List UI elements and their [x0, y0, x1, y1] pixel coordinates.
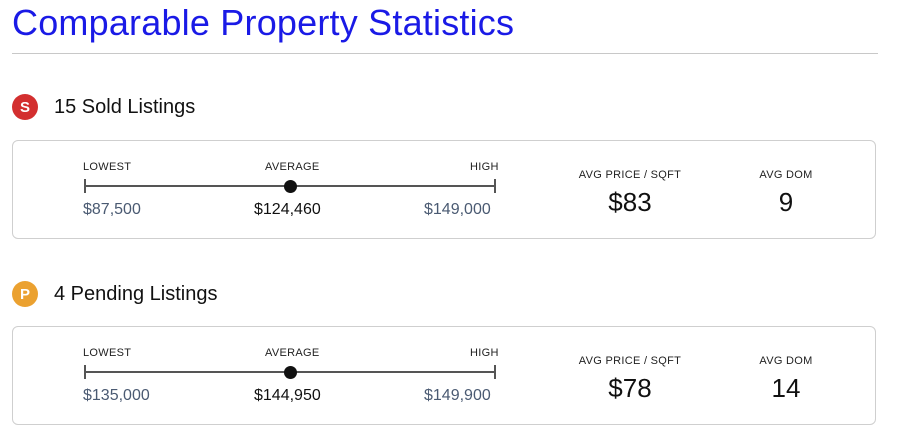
- range-low-tick: [84, 365, 86, 379]
- average-label: AVERAGE: [265, 347, 320, 359]
- average-marker: [284, 366, 297, 379]
- high-label: HIGH: [470, 347, 499, 359]
- range-high-tick: [494, 365, 496, 379]
- sold-section-header: S 15 Sold Listings: [12, 93, 195, 121]
- avg-dom-label: AVG DOM: [759, 355, 813, 367]
- high-label: HIGH: [470, 161, 499, 173]
- title-divider: [12, 53, 878, 54]
- avg-price-sqft-value: $78: [608, 373, 652, 403]
- high-price: $149,900: [424, 387, 491, 404]
- average-price: $144,950: [254, 387, 321, 404]
- pending-badge-icon: P: [12, 281, 38, 307]
- avg-dom-value: 14: [771, 373, 801, 403]
- range-high-tick: [494, 179, 496, 193]
- sold-listings-label: 15 Sold Listings: [54, 95, 196, 118]
- avg-price-sqft-value: $83: [608, 187, 652, 217]
- average-price: $124,460: [254, 201, 321, 218]
- average-label: AVERAGE: [265, 161, 320, 173]
- avg-price-sqft-label: AVG PRICE / SQFT: [578, 169, 682, 181]
- avg-dom-label: AVG DOM: [759, 169, 813, 181]
- avg-dom-value: 9: [778, 187, 794, 217]
- average-marker: [284, 180, 297, 193]
- high-price: $149,000: [424, 201, 491, 218]
- lowest-price: $87,500: [83, 201, 141, 218]
- range-low-tick: [84, 179, 86, 193]
- lowest-price: $135,000: [83, 387, 150, 404]
- sold-stats-card: LOWEST AVERAGE HIGH $87,500 $124,460 $14…: [12, 140, 876, 239]
- sold-badge-icon: S: [12, 94, 38, 120]
- pending-listings-label: 4 Pending Listings: [54, 282, 218, 305]
- lowest-label: LOWEST: [83, 161, 132, 173]
- pending-stats-card: LOWEST AVERAGE HIGH $135,000 $144,950 $1…: [12, 326, 876, 425]
- page-title: Comparable Property Statistics: [12, 2, 515, 43]
- avg-price-sqft-label: AVG PRICE / SQFT: [578, 355, 682, 367]
- pending-section-header: P 4 Pending Listings: [12, 280, 217, 308]
- lowest-label: LOWEST: [83, 347, 132, 359]
